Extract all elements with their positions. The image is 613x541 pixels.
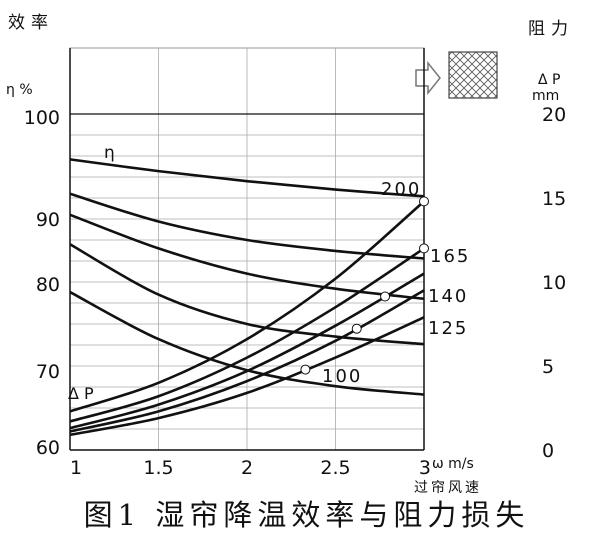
intersection-marker-100 [300,364,311,375]
right-tick-label: 5 [542,356,554,378]
left-tick-label: 70 [36,361,60,383]
efficiency-curve-140 [69,213,425,301]
curve-label-200: 200 [381,179,421,200]
right-axis-title: 阻力 [528,19,574,39]
right-axis-unit-2: mm [532,88,559,104]
intersection-marker-200 [419,196,429,207]
x-tick-label: 2 [241,457,253,479]
left-axis-unit: η % [6,82,33,98]
left-axis-title: 效率 [8,13,54,33]
arrow-right-icon [415,60,441,96]
x-unit: ω m/s [432,456,474,472]
left-tick-label: 90 [36,209,60,231]
left-tick-label: 60 [36,437,60,459]
pressure-curve-140 [69,272,425,430]
figure-caption: 图1 湿帘降温效率与阻力损失 [83,498,530,532]
x-axis-title: 过帘风速 [414,480,482,496]
x-tick-label: 2.5 [320,457,350,479]
pressure-curve-165 [69,247,425,423]
right-axis-unit-1: Δ P [538,72,560,88]
right-tick-label: 10 [542,272,566,294]
curve-label-140: 140 [428,286,468,307]
pressure-curve-100 [69,316,425,437]
eta-label: η [104,143,115,163]
pressure-curve-125 [69,289,425,433]
right-tick-label: 20 [542,104,566,126]
right-tick-label: 15 [542,188,566,210]
curve-label-165: 165 [430,246,470,267]
pressure-curve-200 [69,200,425,413]
left-tick-label: 80 [36,274,60,296]
curve-label-125: 125 [428,318,468,339]
intersection-marker-140 [380,291,391,302]
tick-labels: 1 1.5 2 2.5 3 100 90 80 70 60 20 15 10 5 0 [24,104,566,479]
curve-label-100: 100 [322,366,362,387]
x-tick-label: 3 [419,457,431,479]
right-tick-label: 0 [542,440,554,462]
curves: 200 165 140 125 100 [69,158,470,437]
x-tick-label: 1.5 [143,457,173,479]
efficiency-curve-200 [69,158,425,198]
intersection-marker-165 [419,243,429,254]
intersection-marker-125 [351,323,362,334]
dp-label: Δ P [68,384,94,403]
efficiency-curve-125 [69,243,425,346]
x-tick-label: 1 [70,457,82,479]
left-tick-label: 100 [24,107,60,129]
crosshatch-pad-icon [448,51,498,99]
